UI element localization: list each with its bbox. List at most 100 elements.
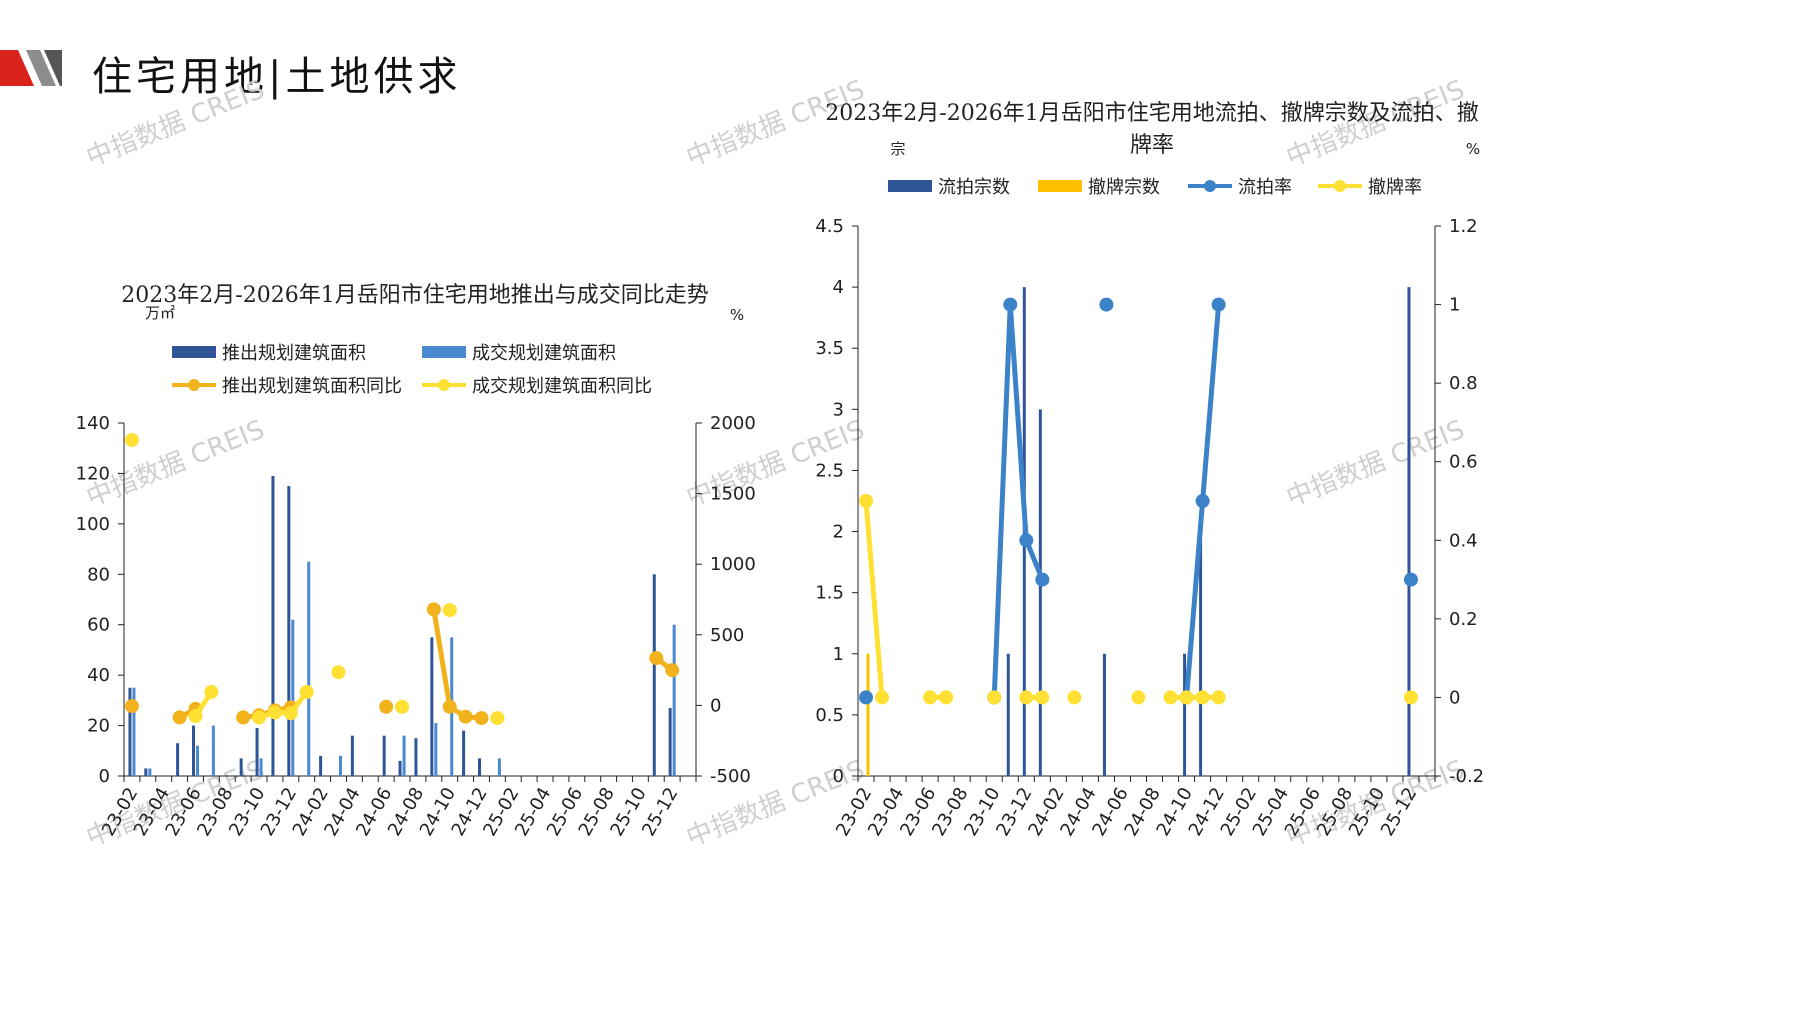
header-bar: 住宅用地|土地供求: [0, 22, 600, 100]
legend-label: 推出规划建筑面积: [222, 343, 366, 364]
bar: [402, 735, 406, 776]
bar: [430, 637, 434, 776]
data-point: [1019, 690, 1034, 705]
bar: [307, 561, 311, 776]
bar: [434, 723, 438, 776]
data-point: [283, 706, 298, 721]
bar: [1183, 653, 1187, 776]
data-point: [1035, 572, 1050, 587]
bar: [462, 730, 466, 776]
y-tick-label: 3.5: [815, 338, 844, 359]
data-point: [236, 710, 251, 725]
bar: [339, 755, 342, 776]
data-point: [252, 710, 267, 725]
y2-axis-unit-label: %: [1466, 140, 1480, 158]
data-point: [1195, 690, 1210, 705]
y2-tick-label: 1000: [710, 554, 756, 575]
bar: [398, 760, 402, 776]
bar: [196, 745, 199, 776]
data-point: [859, 690, 874, 705]
y-tick-label: 4.5: [815, 216, 844, 237]
bar: [1199, 531, 1203, 776]
data-point: [267, 705, 282, 720]
legend-swatch: [172, 346, 216, 358]
y2-tick-label: 0: [710, 695, 721, 716]
data-point: [665, 663, 680, 678]
legend-label: 成交规划建筑面积: [472, 343, 616, 364]
y2-tick-label: 0.4: [1449, 530, 1478, 551]
series-line: [863, 500, 885, 698]
y-tick-label: 60: [87, 615, 110, 636]
legend-label: 流拍率: [1238, 177, 1292, 198]
data-point: [442, 603, 457, 618]
legend-label: 推出规划建筑面积同比: [222, 376, 402, 397]
y2-tick-label: 0.2: [1449, 609, 1478, 630]
data-point: [1003, 297, 1018, 312]
bar: [1407, 287, 1411, 776]
y-tick-label: 20: [87, 716, 110, 737]
legend-label: 流拍宗数: [938, 177, 1010, 198]
bar: [259, 758, 263, 776]
y-tick-label: 0: [99, 766, 110, 787]
data-point: [188, 708, 203, 723]
bar: [291, 619, 295, 776]
bar: [350, 735, 354, 776]
data-point: [649, 651, 664, 666]
bar: [1038, 409, 1042, 776]
legend-label: 撤牌率: [1368, 177, 1422, 198]
data-point: [426, 602, 441, 617]
y2-tick-label: -500: [710, 766, 751, 787]
y2-tick-label: 0.8: [1449, 373, 1478, 394]
data-point: [458, 709, 473, 724]
legend-swatch: [422, 346, 466, 358]
data-point: [1403, 690, 1418, 705]
y-tick-label: 100: [76, 514, 110, 535]
bar: [144, 768, 148, 776]
bar: [1102, 653, 1106, 776]
data-point: [331, 665, 346, 680]
data-point: [442, 699, 457, 714]
y-tick-label: 1.5: [815, 583, 844, 604]
data-point: [1211, 297, 1226, 312]
data-point: [923, 690, 938, 705]
brand-logo-icon: [0, 50, 62, 86]
legend-swatch: [1038, 180, 1082, 192]
y-tick-label: 4: [833, 277, 844, 298]
data-point: [1163, 690, 1178, 705]
y2-tick-label: 500: [710, 625, 744, 646]
chart-title: 2023年2月-2026年1月岳阳市住宅用地推出与成交同比走势: [121, 283, 708, 308]
data-point: [299, 684, 314, 699]
data-point: [1179, 690, 1194, 705]
chart-title: 牌率: [1130, 133, 1174, 158]
y-tick-label: 140: [76, 413, 110, 434]
bar: [652, 574, 656, 776]
data-point: [859, 494, 874, 508]
bar: [192, 725, 195, 776]
data-point: [1403, 572, 1418, 587]
y-tick-label: 2: [833, 522, 844, 543]
data-point: [379, 699, 394, 714]
bar: [497, 758, 501, 776]
legend-marker: [1334, 180, 1346, 192]
y-tick-label: 120: [76, 463, 110, 484]
y2-tick-label: 1: [1449, 295, 1460, 316]
bar: [148, 768, 152, 776]
legend-marker: [438, 379, 450, 391]
bar: [128, 687, 132, 776]
data-point: [172, 710, 187, 725]
y2-tick-label: 0.6: [1449, 452, 1478, 473]
data-point: [987, 690, 1002, 705]
y-tick-label: 1: [833, 644, 844, 665]
data-point: [1067, 690, 1082, 705]
y-tick-label: 0: [833, 766, 844, 787]
page-title: 住宅用地|土地供求: [92, 54, 462, 100]
y2-tick-label: 1.2: [1449, 216, 1478, 237]
data-point: [1195, 494, 1210, 508]
y-tick-label: 40: [87, 665, 110, 686]
y-axis-unit-label: 宗: [890, 140, 905, 158]
data-point: [1131, 690, 1146, 705]
data-point: [490, 711, 505, 726]
data-point: [204, 684, 219, 699]
bar: [1006, 653, 1010, 776]
bar: [382, 735, 386, 776]
